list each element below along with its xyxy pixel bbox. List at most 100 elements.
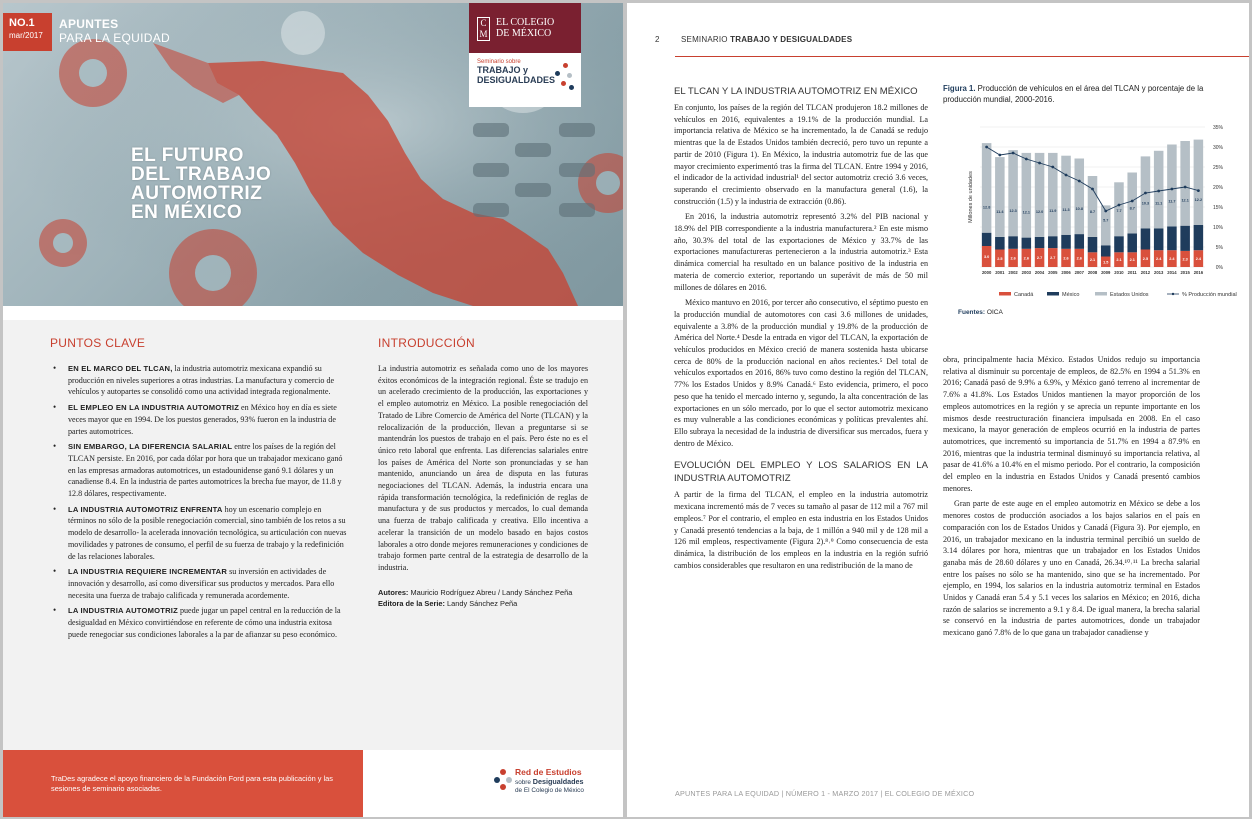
legend-swatch: [1095, 292, 1107, 296]
title-line: DEL TRABAJO: [131, 164, 272, 185]
data-label: 2.5: [997, 257, 1002, 261]
data-label: 2.1: [1116, 258, 1121, 262]
cover-page: NO.1 mar/2017 APUNTES PARA LA EQUIDAD C …: [3, 3, 623, 817]
x-tick-label: 2001: [995, 270, 1005, 275]
data-label: 8.7: [1130, 206, 1135, 210]
line-point: [1196, 189, 1200, 192]
line-point: [1091, 187, 1094, 191]
data-label: 11.9: [1049, 209, 1056, 213]
seminar-line1: TRABAJO y: [477, 65, 529, 75]
data-label: 12.8: [983, 206, 990, 210]
section-heading: EL TLCAN Y LA INDUSTRIA AUTOMOTRIZ EN MÉ…: [674, 86, 918, 97]
cover-footer: TraDes agradece el apoyo financiero de l…: [3, 750, 623, 817]
bar-segment: [1074, 248, 1085, 267]
seminar-line2: DESIGUALDADES: [477, 75, 556, 85]
bar-segment: [1140, 249, 1151, 267]
data-label: 1.7: [1050, 241, 1055, 245]
data-label: 3.6: [1196, 236, 1201, 240]
line-point: [1157, 189, 1161, 193]
paragraph: obra, principalmente hacia México. Estad…: [943, 355, 1200, 493]
right-tick-label: 30%: [1213, 145, 1224, 151]
list-item: LA INDUSTRIA AUTOMOTRIZ ENFRENTA hoy un …: [50, 504, 350, 563]
bar-segment: [1100, 245, 1111, 257]
line-point: [1077, 179, 1081, 183]
key-points-heading: PUNTOS CLAVE: [50, 336, 146, 350]
y-axis-label: Millones de unidades: [968, 171, 974, 223]
red-sub1b: Desigualdades: [532, 777, 584, 786]
data-label: 11.4: [996, 210, 1004, 214]
line-point: [1183, 185, 1187, 189]
x-tick-label: 2004: [1035, 270, 1045, 275]
paragraph: En 2016, la industria automotriz represe…: [674, 212, 928, 292]
x-tick-label: 2002: [1008, 270, 1018, 275]
network-icon: [494, 769, 512, 790]
bar-segment: [1034, 248, 1045, 267]
bar-segment: [1087, 236, 1098, 253]
data-label: 2.1: [1077, 240, 1082, 244]
seminar-small: Seminario sobre: [477, 59, 521, 65]
x-tick-label: 2013: [1154, 270, 1164, 275]
key-points-section: PUNTOS CLAVE EN EL MARCO DEL TLCAN, la i…: [50, 336, 350, 644]
cover-body: PUNTOS CLAVE EN EL MARCO DEL TLCAN, la i…: [3, 320, 623, 750]
line-point: [1051, 165, 1055, 169]
funding-note: TraDes agradece el apoyo financiero de l…: [3, 750, 363, 817]
line-point: [985, 145, 989, 149]
x-tick-label: 2005: [1048, 270, 1058, 275]
bar-segment: [995, 157, 1005, 237]
legend-label: México: [1062, 292, 1079, 298]
data-label: 2.1: [1090, 258, 1095, 262]
right-tick-label: 25%: [1213, 165, 1224, 171]
introduction-heading: INTRODUCCIÓN: [378, 336, 475, 350]
introduction-section: INTRODUCCIÓN La industria automotriz es …: [378, 336, 588, 609]
page-number: 2: [655, 35, 660, 44]
bar-segment: [1114, 182, 1124, 237]
data-label: 2.5: [1143, 257, 1148, 261]
bar-segment: [1048, 152, 1058, 237]
data-label: 3.0: [1143, 238, 1148, 242]
bar-segment: [1153, 228, 1164, 251]
colmex-name2: DE MÉXICO: [496, 28, 552, 39]
data-label: 11.3: [1062, 208, 1069, 212]
bar-segment: [1167, 226, 1177, 251]
red-sub1: sobre: [515, 779, 533, 786]
bar-segment: [1008, 236, 1018, 249]
bar-segment: [1100, 256, 1111, 267]
article-page: 2 SEMINARIO TRABAJO Y DESIGUALDADES EL T…: [627, 3, 1249, 817]
data-label: 3.4: [1169, 237, 1175, 241]
red-title: Red de Estudios: [515, 767, 582, 777]
data-label: 12.2: [1195, 198, 1202, 202]
line-point: [1011, 151, 1015, 155]
bar-segment: [1061, 234, 1071, 249]
data-label: 2.6: [1010, 256, 1015, 260]
data-label: 2.4: [1196, 257, 1202, 261]
bar-segment: [1114, 252, 1124, 267]
data-label: 1.5: [1103, 260, 1108, 264]
bar-segment: [1061, 248, 1071, 267]
data-label: 2.6: [1024, 256, 1029, 260]
bar-segment: [1100, 205, 1111, 246]
data-label: 5.7: [1103, 218, 1108, 222]
data-label: 2.4: [1169, 257, 1175, 261]
paragraph: En conjunto, los países de la región del…: [674, 103, 928, 206]
data-label: 10.8: [1076, 207, 1083, 211]
data-label: 1.6: [1037, 241, 1042, 245]
right-tick-label: 5%: [1216, 245, 1224, 251]
paragraph: México mantuvo en 2016, por tercer año c…: [674, 298, 928, 448]
list-item: EL EMPLEO EN LA INDUSTRIA AUTOMOTRIZ en …: [50, 402, 350, 437]
bar-segment: [1008, 150, 1018, 237]
bar-segment: [1074, 158, 1085, 235]
series-line2: PARA LA EQUIDAD: [59, 31, 170, 45]
bar-segment: [1048, 236, 1058, 249]
right-tick-label: 15%: [1213, 205, 1224, 211]
issue-date: mar/2017: [9, 31, 43, 40]
x-tick-label: 2003: [1022, 270, 1032, 275]
bar-segment: [1087, 176, 1098, 237]
data-label: 2.7: [1130, 241, 1135, 245]
bar-segment: [1034, 152, 1045, 237]
paragraph: A partir de la firma del TLCAN, el emple…: [674, 490, 928, 570]
x-tick-label: 2012: [1141, 270, 1151, 275]
bar-segment: [1021, 237, 1032, 249]
x-tick-label: 2011: [1128, 270, 1138, 275]
data-label: 3.1: [1156, 238, 1161, 242]
data-label: 2.0: [1063, 240, 1068, 244]
